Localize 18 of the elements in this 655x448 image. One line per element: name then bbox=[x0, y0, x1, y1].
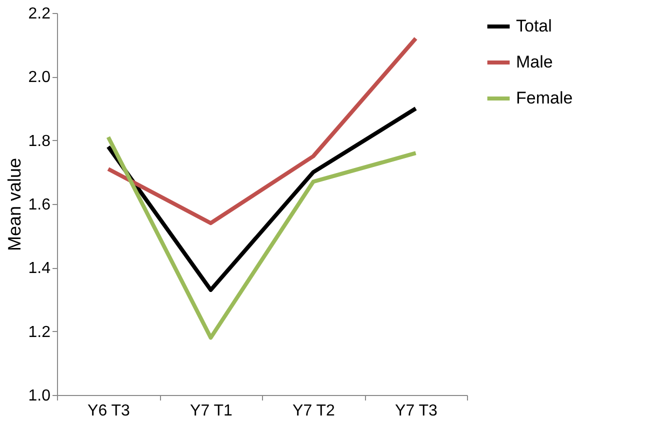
x-tick-label: Y7 T2 bbox=[292, 402, 336, 420]
x-tick-label: Y7 T1 bbox=[190, 402, 233, 420]
y-tick-label: 1.0 bbox=[28, 388, 51, 404]
y-tick-label: 1.2 bbox=[28, 324, 51, 341]
y-tick-label: 1.4 bbox=[28, 260, 51, 278]
y-tick-label: 1.8 bbox=[28, 132, 51, 150]
y-tick-label: 1.6 bbox=[28, 196, 51, 214]
line-series bbox=[106, 36, 418, 226]
legend-label: Female bbox=[516, 88, 573, 108]
legend-label: Total bbox=[516, 16, 552, 36]
y-tick-label: 2.0 bbox=[28, 69, 51, 86]
x-tick-label: Y6 T3 bbox=[88, 402, 130, 420]
x-tick-label: Y7 T3 bbox=[395, 402, 438, 420]
y-axis-title: Mean value bbox=[4, 158, 24, 252]
line-series bbox=[106, 106, 418, 292]
y-tick-label: 2.2 bbox=[28, 6, 51, 22]
legend-label: Male bbox=[516, 52, 553, 72]
line-series bbox=[106, 135, 418, 340]
